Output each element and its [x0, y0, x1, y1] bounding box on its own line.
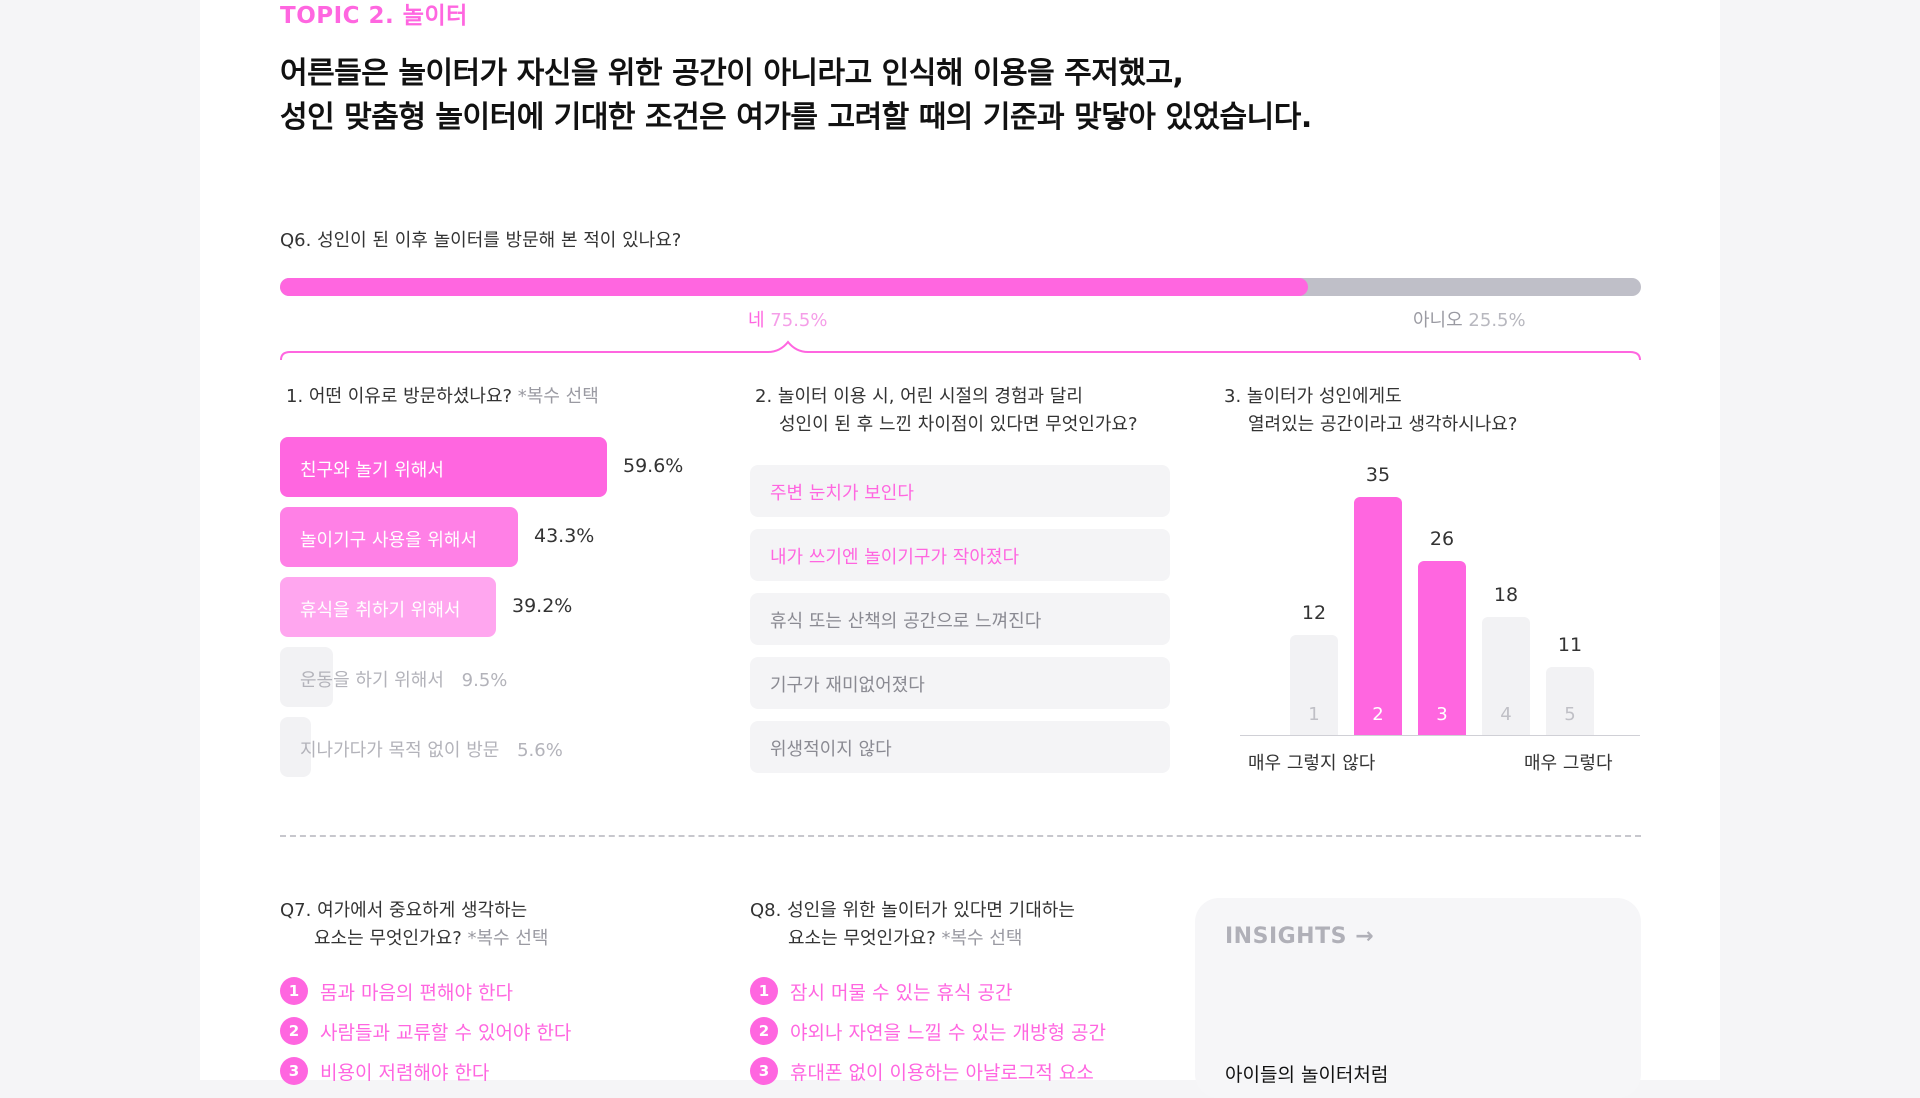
- sub3-question: 3. 놀이터가 성인에게도 열려있는 공간이라고 생각하시나요?: [1224, 383, 1517, 439]
- sub3-bar-2: [1354, 497, 1402, 735]
- sub2-item-3: [750, 593, 1170, 645]
- sub1-note: *복수 선택: [517, 386, 599, 407]
- q6-yes-fill: [280, 278, 1308, 296]
- sub3-bar-4: [1482, 617, 1530, 735]
- q6-yes-brace: [280, 340, 1641, 361]
- sub1-bar-4-pct: 9.5%: [461, 670, 508, 691]
- q6-no-label: 아니오 25.5%: [1413, 306, 1526, 332]
- sub1-bar-2: [280, 507, 518, 567]
- insights-card: [1195, 898, 1641, 1098]
- sub1-bar-5-label: 지나가다가 목적 없이 방문 5.6%: [300, 736, 563, 762]
- headline-line-1: 어른들은 놀이터가 자신을 위한 공간이 아니라고 인식해 이용을 주저했고,: [280, 56, 1184, 91]
- sub2-question-line-1: 2. 놀이터 이용 시, 어린 시절의 경험과 달리: [755, 386, 1083, 407]
- q6-no-percent: 25.5%: [1468, 310, 1526, 331]
- sub3-bar-5: [1546, 667, 1594, 735]
- topic-label: TOPIC 2. 놀이터: [280, 3, 468, 29]
- q7-item-1: 몸과 마음의 편해야 한다: [320, 982, 513, 1004]
- sub3-question-line-2: 열려있는 공간이라고 생각하시나요?: [1248, 414, 1518, 435]
- sub2-item-2: [750, 529, 1170, 581]
- sub3-bar-3: [1418, 561, 1466, 735]
- q8-item-3: 휴대폰 없이 이용하는 아날로그적 요소: [790, 1062, 1094, 1084]
- sub1-bar-1-pct: 59.6%: [623, 455, 684, 477]
- content-card: TOPIC 2. 놀이터 어른들은 놀이터가 자신을 위한 공간이 아니라고 인…: [200, 0, 1720, 1098]
- sub3-question-line-1: 3. 놀이터가 성인에게도: [1224, 386, 1402, 407]
- sub1-bar-1-label: 친구와 놀기 위해서: [300, 460, 444, 481]
- sub3-bar-2-index: 2: [1372, 704, 1384, 725]
- sub1-bar-3-pct: 39.2%: [512, 595, 573, 617]
- q6-question: Q6. 성인이 된 이후 놀이터를 방문해 본 적이 있나요?: [280, 230, 682, 251]
- sub2-question-line-2: 성인이 된 후 느낀 차이점이 있다면 무엇인가요?: [779, 414, 1138, 435]
- sub2-item-4: [750, 657, 1170, 709]
- insights-link[interactable]: INSIGHTS →: [1225, 924, 1374, 949]
- sub2-item-1-label: 주변 눈치가 보인다: [770, 483, 914, 504]
- sub3-high-label: 매우 그렇다: [1524, 753, 1613, 774]
- q8-item-2: 야외나 자연을 느낄 수 있는 개방형 공간: [790, 1022, 1106, 1044]
- sub3-bar-1-index: 1: [1308, 704, 1320, 725]
- sub1-bar-5-pct: 5.6%: [517, 740, 563, 761]
- q8-rank-1: 1: [750, 977, 778, 1005]
- sub3-bar-3-index: 3: [1436, 704, 1448, 725]
- sub3-bar-1: [1290, 635, 1338, 735]
- insights-title: INSIGHTS: [1225, 924, 1347, 949]
- q6-yes-label: 네 75.5%: [748, 306, 827, 332]
- q8-question-line-1: Q8. 성인을 위한 놀이터가 있다면 기대하는: [750, 900, 1075, 921]
- section-divider: [280, 835, 1641, 837]
- sub1-bar-1: [280, 437, 607, 497]
- insights-text: 아이들의 놀이터처럼: [1225, 1064, 1389, 1086]
- sub1-bar-5: [280, 717, 311, 777]
- sub2-question: 2. 놀이터 이용 시, 어린 시절의 경험과 달리 성인이 된 후 느낀 차이…: [755, 383, 1138, 439]
- sub2-item-3-label: 휴식 또는 산책의 공간으로 느껴진다: [770, 611, 1042, 632]
- q7-rank-1: 1: [280, 977, 308, 1005]
- sub1-bar-2-label: 놀이기구 사용을 위해서: [300, 530, 478, 551]
- q8-rank-3: 3: [750, 1057, 778, 1085]
- sub1-question: 1. 어떤 이유로 방문하셨나요? *복수 선택: [286, 383, 599, 411]
- q6-no-text: 아니오: [1413, 310, 1463, 331]
- q7-note: *복수 선택: [467, 928, 549, 949]
- sub3-bar-1-count: 12: [1301, 602, 1327, 624]
- sub2-item-2-label: 내가 쓰기엔 놀이기구가 작아졌다: [770, 547, 1020, 568]
- sub3-bar-4-count: 18: [1493, 584, 1519, 606]
- q8-note: *복수 선택: [941, 928, 1023, 949]
- sub3-bar-4-index: 4: [1500, 704, 1512, 725]
- sub3-bar-2-count: 35: [1365, 464, 1391, 486]
- q6-yes-percent: 75.5%: [770, 310, 828, 331]
- arrow-right-icon: →: [1355, 924, 1375, 949]
- sub2-item-1: [750, 465, 1170, 517]
- q8-rank-2: 2: [750, 1017, 778, 1045]
- sub3-bar-5-index: 5: [1564, 704, 1576, 725]
- q7-item-3: 비용이 저렴해야 한다: [320, 1062, 490, 1084]
- sub3-bar-3-count: 26: [1429, 528, 1455, 550]
- sub3-bar-5-count: 11: [1557, 634, 1583, 656]
- q8-question: Q8. 성인을 위한 놀이터가 있다면 기대하는 요소는 무엇인가요? *복수 …: [750, 897, 1075, 953]
- sub1-question-text: 1. 어떤 이유로 방문하셨나요?: [286, 386, 513, 407]
- q7-question-line-2: 요소는 무엇인가요?: [314, 928, 462, 949]
- q6-yes-text: 네: [748, 310, 765, 331]
- sub1-bar-4-text: 운동을 하기 위해서: [300, 670, 444, 691]
- q7-question-line-1: Q7. 여가에서 중요하게 생각하는: [280, 900, 528, 921]
- sub1-bar-2-pct: 43.3%: [534, 525, 595, 547]
- sub2-item-5-label: 위생적이지 않다: [770, 739, 892, 760]
- q7-rank-3: 3: [280, 1057, 308, 1085]
- sub1-bar-3-label: 휴식을 취하기 위해서: [300, 600, 461, 621]
- q8-item-1: 잠시 머물 수 있는 휴식 공간: [790, 982, 1013, 1004]
- q7-question: Q7. 여가에서 중요하게 생각하는 요소는 무엇인가요? *복수 선택: [280, 897, 548, 953]
- headline-line-2: 성인 맞춤형 놀이터에 기대한 조건은 여가를 고려할 때의 기준과 맞닿아 있…: [280, 100, 1312, 135]
- sub1-bar-5-text: 지나가다가 목적 없이 방문: [300, 740, 500, 761]
- sub1-bar-4: [280, 647, 333, 707]
- sub2-item-4-label: 기구가 재미없어졌다: [770, 675, 925, 696]
- q7-rank-2: 2: [280, 1017, 308, 1045]
- sub3-low-label: 매우 그렇지 않다: [1248, 753, 1376, 774]
- sub1-bar-4-label: 운동을 하기 위해서 9.5%: [300, 666, 507, 692]
- sub1-bar-3: [280, 577, 496, 637]
- sub3-baseline: [1240, 735, 1640, 736]
- q7-item-2: 사람들과 교류할 수 있어야 한다: [320, 1022, 572, 1044]
- q8-question-line-2: 요소는 무엇인가요?: [788, 928, 936, 949]
- q6-progress-bar: [280, 278, 1641, 296]
- headline: 어른들은 놀이터가 자신을 위한 공간이 아니라고 인식해 이용을 주저했고, …: [280, 52, 1312, 140]
- sub2-item-5: [750, 721, 1170, 773]
